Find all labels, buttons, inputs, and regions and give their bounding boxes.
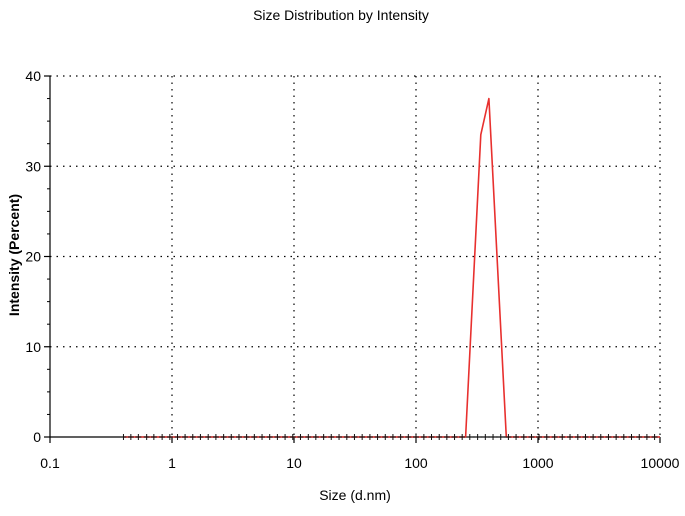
y-axis-label: Intensity (Percent) xyxy=(6,194,22,316)
chart-title: Size Distribution by Intensity xyxy=(253,7,429,23)
x-tick-label: 10000 xyxy=(641,455,680,471)
x-tick-label: 100 xyxy=(404,455,428,471)
x-tick-label: 1000 xyxy=(522,455,553,471)
x-tick-label: 10 xyxy=(286,455,302,471)
x-tick-label: 1 xyxy=(168,455,176,471)
y-tick-label: 0 xyxy=(33,429,41,445)
y-tick-label: 40 xyxy=(25,68,41,84)
tick-labels: 0.1 1 10 100 1000 10000 0 10 20 30 40 xyxy=(25,68,679,471)
markers xyxy=(120,434,658,440)
y-tick-label: 20 xyxy=(25,249,41,265)
series-line xyxy=(123,97,660,438)
series xyxy=(123,97,660,438)
axes xyxy=(44,75,661,443)
x-tick-label: 0.1 xyxy=(40,455,60,471)
x-axis-label: Size (d.nm) xyxy=(319,487,391,503)
y-tick-label: 30 xyxy=(25,158,41,174)
grid xyxy=(50,75,661,437)
y-tick-label: 10 xyxy=(25,339,41,355)
